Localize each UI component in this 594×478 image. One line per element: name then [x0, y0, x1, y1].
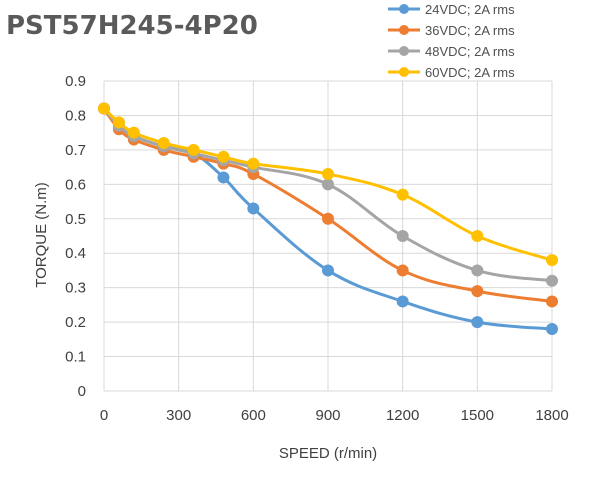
- data-point: [546, 323, 558, 335]
- data-point: [127, 126, 140, 139]
- data-point: [247, 157, 260, 170]
- legend-marker: [399, 46, 409, 56]
- x-tick-label: 600: [241, 407, 266, 424]
- data-point: [546, 274, 558, 287]
- data-point: [396, 295, 409, 308]
- y-tick-label: 0.2: [65, 314, 86, 331]
- data-point: [187, 143, 200, 156]
- legend-label: 48VDC; 2A rms: [425, 44, 515, 59]
- data-point: [322, 212, 334, 225]
- y-tick-label: 0.8: [65, 107, 86, 124]
- grid: [103, 80, 553, 392]
- legend-marker: [399, 67, 409, 77]
- data-point: [471, 264, 484, 277]
- legend-item: 48VDC; 2A rms: [388, 44, 515, 59]
- legend: 24VDC; 2A rms 36VDC; 2A rms 48VDC; 2A rms 6…: [388, 2, 515, 80]
- x-tick-label: 1800: [535, 407, 568, 424]
- legend-marker: [399, 25, 409, 35]
- data-point: [322, 264, 334, 277]
- y-tick-label: 0.6: [65, 176, 86, 193]
- x-tick-label: 1200: [386, 407, 419, 424]
- data-point: [396, 188, 409, 201]
- series-group: [98, 102, 558, 335]
- data-point: [322, 168, 334, 180]
- legend-item: 36VDC; 2A rms: [388, 23, 515, 38]
- data-point: [217, 150, 230, 163]
- legend-item: 24VDC; 2A rms: [388, 2, 515, 17]
- y-tick-label: 0.9: [65, 73, 86, 90]
- legend-marker: [399, 4, 409, 14]
- data-point: [471, 285, 484, 298]
- y-axis-label: TORQUE (N.m): [33, 182, 50, 288]
- data-point: [546, 295, 558, 308]
- y-tick-label: 0.4: [65, 245, 86, 262]
- x-tick-label: 900: [315, 407, 340, 424]
- data-point: [217, 171, 230, 184]
- series-4: [98, 102, 558, 267]
- data-point: [112, 116, 125, 129]
- x-tick-label: 1500: [461, 407, 494, 424]
- y-tick-label: 0.1: [65, 349, 86, 366]
- y-tick-label: 0: [78, 383, 86, 400]
- x-axis-label: SPEED (r/min): [279, 445, 377, 462]
- data-point: [247, 202, 260, 215]
- data-point: [98, 102, 110, 115]
- legend-label: 60VDC; 2A rms: [425, 65, 515, 80]
- y-tick-label: 0.3: [65, 280, 86, 297]
- data-point: [471, 230, 484, 242]
- legend-item: 60VDC; 2A rms: [388, 65, 515, 80]
- data-point: [322, 178, 334, 191]
- legend-label: 36VDC; 2A rms: [425, 23, 515, 38]
- data-point: [396, 230, 409, 242]
- data-point: [157, 137, 170, 149]
- data-point: [396, 264, 409, 277]
- x-tick-label: 0: [100, 407, 108, 424]
- chart-title: PST57H245-4P20: [6, 11, 258, 41]
- x-tick-labels: 0 300 600 900 1200 1500 1800: [100, 407, 569, 424]
- y-tick-labels: 0 0.1 0.2 0.3 0.4 0.5 0.6 0.7 0.8 0.9: [65, 73, 86, 400]
- data-point: [471, 316, 484, 329]
- y-tick-label: 0.5: [65, 211, 86, 228]
- y-tick-label: 0.7: [65, 142, 86, 159]
- x-tick-label: 300: [166, 407, 191, 424]
- legend-label: 24VDC; 2A rms: [425, 2, 515, 17]
- data-point: [546, 254, 558, 267]
